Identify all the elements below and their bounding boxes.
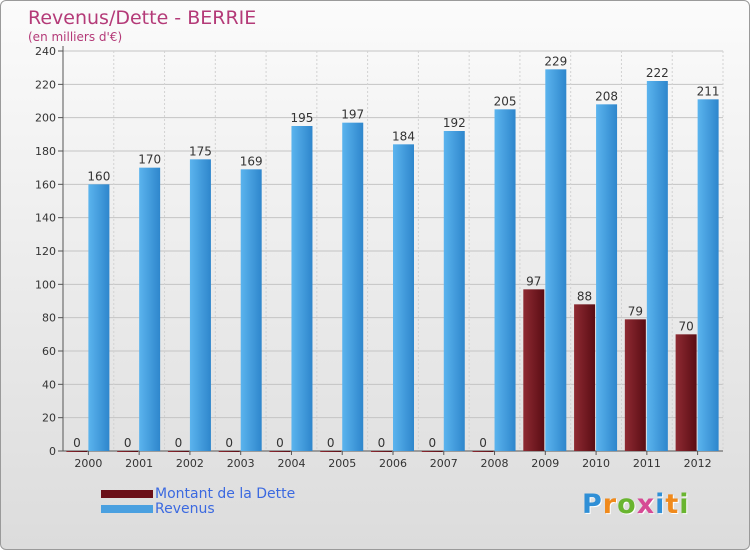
x-tick-label: 2012 (684, 457, 712, 470)
bar-revenus (494, 109, 516, 451)
x-tick-label: 2000 (74, 457, 102, 470)
chart-subtitle: (en milliers d'€) (28, 30, 123, 44)
data-label-revenus: 211 (697, 84, 720, 98)
data-label-dette: 70 (678, 319, 693, 333)
bar-dette (574, 304, 596, 451)
bar-revenus (443, 131, 465, 451)
bar-dette (117, 451, 139, 452)
data-label-dette: 88 (577, 289, 592, 303)
y-tick-label: 100 (35, 278, 56, 291)
bar-dette (523, 289, 545, 451)
x-tick-label: 2003 (227, 457, 255, 470)
data-label-dette: 0 (175, 436, 183, 450)
y-tick-label: 180 (35, 145, 56, 158)
data-label-dette: 0 (327, 436, 335, 450)
y-tick-label: 140 (35, 212, 56, 225)
bar-dette (624, 319, 646, 451)
data-label-dette: 0 (124, 436, 132, 450)
bar-dette (167, 451, 189, 452)
logo-letter: t (665, 489, 680, 520)
proxiti-logo: Proxiti (582, 489, 690, 520)
bar-revenus (291, 126, 313, 451)
data-label-dette: 0 (276, 436, 284, 450)
x-tick-label: 2005 (328, 457, 356, 470)
legend-swatch-dette (101, 489, 153, 498)
x-tick-label: 2002 (176, 457, 204, 470)
bar-revenus (139, 167, 161, 451)
data-label-dette: 0 (428, 436, 436, 450)
bar-dette (66, 451, 88, 452)
x-tick-label: 2010 (582, 457, 610, 470)
bar-dette (269, 451, 291, 452)
data-label-revenus: 229 (544, 54, 567, 68)
data-label-dette: 0 (479, 436, 487, 450)
legend-item-dette: Montant de la Dette (101, 485, 296, 502)
data-label-dette: 0 (378, 436, 386, 450)
data-label-revenus: 197 (341, 108, 364, 122)
bar-dette (371, 451, 392, 452)
y-tick-label: 60 (42, 345, 56, 358)
y-tick-label: 240 (35, 45, 56, 58)
data-label-revenus: 222 (646, 66, 669, 80)
x-tick-label: 2008 (481, 457, 509, 470)
y-tick-label: 20 (42, 412, 56, 425)
y-tick-label: 0 (49, 445, 56, 458)
chart-legend: Montant de la Dette Revenus (101, 485, 296, 517)
bar-revenus (393, 144, 414, 452)
bar-dette (472, 451, 494, 452)
y-tick-label: 220 (35, 78, 56, 91)
data-label-revenus: 175 (189, 144, 212, 158)
x-tick-label: 2006 (379, 457, 407, 470)
bar-dette (421, 451, 443, 452)
bar-revenus (697, 99, 719, 451)
data-label-revenus: 205 (494, 94, 517, 108)
y-tick-label: 80 (42, 312, 56, 325)
data-label-revenus: 169 (240, 154, 263, 168)
bar-revenus (240, 169, 262, 452)
bar-revenus (596, 104, 618, 451)
logo-letter: x (636, 489, 656, 520)
bar-revenus (88, 184, 110, 452)
y-tick-label: 160 (35, 178, 56, 191)
data-label-dette: 79 (628, 304, 643, 318)
logo-letter: i (655, 489, 666, 520)
x-tick-label: 2007 (430, 457, 458, 470)
bar-revenus (545, 69, 567, 451)
data-label-dette: 0 (225, 436, 233, 450)
data-label-dette: 0 (73, 436, 81, 450)
data-label-revenus: 170 (138, 153, 161, 167)
data-label-revenus: 195 (291, 111, 314, 125)
bar-dette (320, 451, 342, 452)
legend-item-revenus: Revenus (101, 500, 295, 517)
data-label-revenus: 184 (392, 129, 415, 143)
chart-title: Revenus/Dette - BERRIE (28, 7, 257, 29)
logo-letter: i (679, 489, 690, 520)
x-tick-label: 2011 (633, 457, 661, 470)
data-label-revenus: 160 (87, 169, 110, 183)
bar-revenus (342, 122, 364, 452)
y-tick-label: 40 (42, 378, 56, 391)
x-tick-label: 2009 (531, 457, 559, 470)
y-tick-label: 120 (35, 245, 56, 258)
data-label-dette: 97 (526, 274, 541, 288)
legend-swatch-revenus (101, 504, 153, 513)
bar-revenus (646, 81, 668, 451)
legend-label-dette: Montant de la Dette (155, 485, 296, 502)
x-tick-label: 2004 (277, 457, 305, 470)
logo-letter: r (602, 489, 618, 520)
bar-dette (675, 334, 697, 451)
x-tick-label: 2001 (125, 457, 153, 470)
data-label-revenus: 192 (443, 116, 466, 130)
bar-dette (218, 451, 240, 452)
bar-revenus (189, 159, 211, 452)
logo-letter: o (617, 489, 637, 520)
y-tick-label: 200 (35, 112, 56, 125)
logo-letter: P (582, 489, 603, 520)
legend-label-revenus: Revenus (155, 500, 215, 517)
data-label-revenus: 208 (595, 89, 618, 103)
